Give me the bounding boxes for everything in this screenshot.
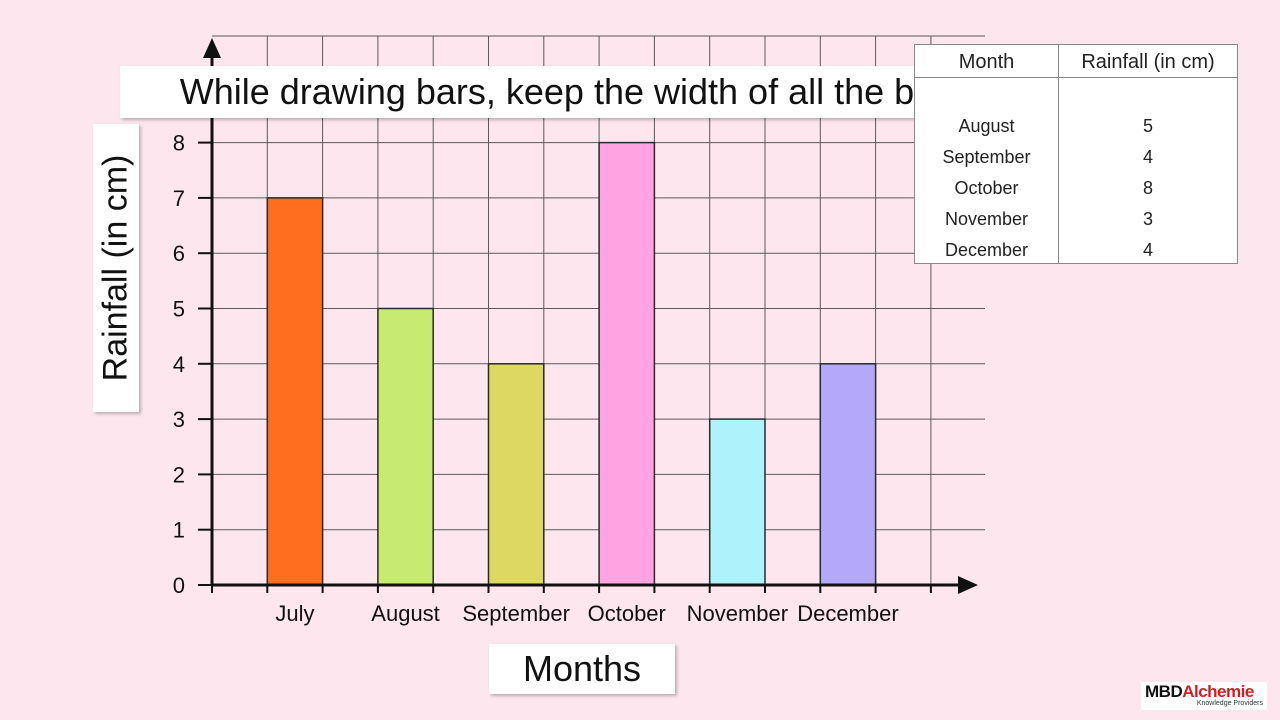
logo-brand-b: Alchemie: [1182, 682, 1254, 701]
table-cell-rainfall: 8: [1142, 178, 1153, 198]
logo-tagline: Knowledge Providers: [1196, 700, 1263, 707]
x-tick-label: August: [371, 601, 440, 626]
x-axis-title: Months: [489, 644, 675, 694]
table-cell-month: October: [954, 178, 1019, 198]
logo-wordmark: MBDAlchemie: [1145, 682, 1254, 702]
logo-brand-a: MBD: [1145, 682, 1183, 701]
y-tick-label: 2: [173, 462, 185, 487]
y-tick-label: 7: [173, 186, 185, 211]
table-header-month: Month: [958, 51, 1015, 73]
table-cell-rainfall: 3: [1142, 209, 1153, 229]
bar-august: [377, 307, 434, 586]
table-cell-month: November: [944, 209, 1029, 229]
x-axis-arrow: [958, 576, 978, 594]
x-tick-label: November: [687, 601, 788, 626]
bar-september: [487, 363, 545, 586]
bar-july: [266, 197, 324, 586]
y-axis-arrow: [203, 38, 221, 58]
y-tick-label: 5: [173, 297, 185, 322]
y-tick-label: 3: [173, 407, 185, 432]
chart-bars: [266, 141, 877, 586]
table-header-rainfall: Rainfall (in cm): [1081, 51, 1215, 73]
table-column-divider: [1058, 45, 1059, 263]
y-axis-title-box: Rainfall (in cm): [93, 124, 139, 412]
table-cell-month: August: [958, 116, 1015, 136]
bar-october: [598, 141, 656, 586]
x-tick-label: October: [588, 601, 666, 626]
table-cell-rainfall: 4: [1142, 147, 1153, 167]
y-axis-title: Rainfall (in cm): [96, 154, 135, 382]
brand-logo: MBDAlchemie Knowledge Providers: [1141, 682, 1267, 710]
x-tick-label: December: [797, 601, 898, 626]
y-tick-label: 1: [173, 518, 185, 543]
table-cell-rainfall: 4: [1142, 240, 1153, 260]
y-tick-label: 6: [173, 241, 185, 266]
table-cell-month: September: [942, 147, 1031, 167]
table-cell-month: December: [944, 240, 1029, 260]
rainfall-table: Month Rainfall (in cm) August 5 Septembe…: [914, 44, 1238, 264]
table-header-divider: [915, 77, 1237, 78]
y-tick-label: 8: [173, 131, 185, 156]
x-tick-label: July: [275, 601, 314, 626]
y-tick-label: 0: [173, 573, 185, 598]
bar-november: [708, 418, 766, 586]
x-tick-label: September: [462, 601, 570, 626]
table-cell-rainfall: 5: [1142, 116, 1153, 136]
y-tick-labels: 0 1 2 3 4 5 6 7 8: [173, 131, 932, 598]
x-tick-labels: July August September October November Decemb…: [275, 601, 898, 626]
chart-axes: [203, 38, 978, 594]
y-tick-label: 4: [173, 352, 185, 377]
bar-december: [819, 363, 877, 586]
